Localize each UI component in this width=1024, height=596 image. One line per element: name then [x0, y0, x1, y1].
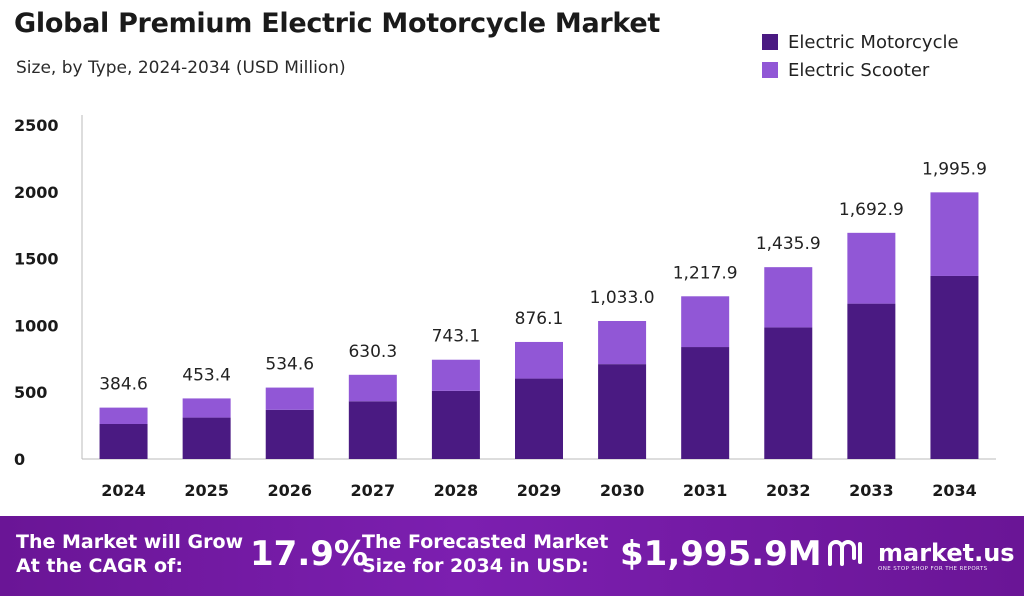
y-tick-label: 1000 [14, 316, 59, 335]
data-label-total-2026: 534.6 [265, 355, 314, 375]
bar-scooter-2030 [598, 320, 647, 365]
data-label-total-2029: 876.1 [515, 309, 564, 329]
legend-label-scooter: Electric Scooter [788, 59, 930, 81]
bar-motorcycle-2027 [348, 401, 397, 459]
bar-motorcycle-2026 [265, 409, 314, 459]
brand-name: market.us [878, 539, 1015, 567]
bar-scooter-2025 [182, 398, 231, 418]
bar-motorcycle-2032 [764, 327, 813, 459]
x-tick-label-2024: 2024 [101, 481, 146, 500]
bar-scooter-2028 [431, 359, 480, 391]
x-tick-label-2028: 2028 [434, 481, 479, 500]
bar-chart: 0 500 1000 1500 2000 2500 384.6 2024 453.4 2025 53… [14, 115, 996, 500]
brand-logo: market.us [826, 538, 1015, 568]
data-label-total-2034: 1,995.9 [922, 159, 987, 179]
y-tick-label: 1500 [14, 250, 59, 269]
data-label-total-2030: 1,033.0 [590, 288, 655, 308]
x-tick-label-2031: 2031 [683, 481, 728, 500]
bar-motorcycle-2028 [431, 390, 480, 459]
legend: Electric Motorcycle Electric Scooter [762, 28, 959, 84]
market-us-logo-icon [828, 540, 862, 566]
y-tick-label: 2000 [14, 183, 59, 202]
forecast-caption: The Forecasted Market Size for 2034 in U… [362, 530, 608, 578]
bar-scooter-2029 [515, 341, 563, 379]
brand-tagline: ONE STOP SHOP FOR THE REPORTS [878, 566, 988, 572]
chart-subtitle: Size, by Type, 2024-2034 (USD Million) [16, 58, 346, 78]
legend-label-motorcycle: Electric Motorcycle [788, 31, 959, 53]
chart-area: 0 500 1000 1500 2000 2500 384.6 2024 453.4 2025 53… [14, 115, 996, 500]
bar-scooter-2034 [930, 192, 979, 276]
forecast-value: $1,995.9M [620, 534, 822, 574]
data-label-total-2031: 1,217.9 [673, 263, 738, 283]
x-tick-label-2026: 2026 [267, 481, 312, 500]
cagr-caption: The Market will Grow At the CAGR of: [16, 530, 243, 578]
data-label-total-2025: 453.4 [182, 365, 231, 385]
cagr-value: 17.9% [250, 534, 368, 574]
legend-item-motorcycle: Electric Motorcycle [762, 28, 959, 56]
data-label-total-2033: 1,692.9 [839, 200, 904, 220]
data-label-total-2027: 630.3 [348, 342, 397, 362]
legend-swatch-motorcycle [762, 34, 778, 50]
bar-scooter-2024 [99, 407, 148, 424]
bar-scooter-2026 [265, 387, 314, 410]
x-tick-label-2034: 2034 [932, 481, 977, 500]
chart-title: Global Premium Electric Motorcycle Marke… [14, 8, 660, 39]
bar-scooter-2027 [348, 374, 397, 402]
bar-motorcycle-2034 [930, 275, 979, 459]
legend-item-scooter: Electric Scooter [762, 56, 959, 84]
bar-motorcycle-2029 [515, 378, 563, 459]
y-tick-label: 0 [14, 450, 25, 469]
x-tick-label-2025: 2025 [184, 481, 229, 500]
bar-motorcycle-2024 [99, 423, 148, 459]
legend-swatch-scooter [762, 62, 778, 78]
forecast-caption-line2: Size for 2034 in USD: [362, 555, 589, 577]
y-tick-label: 2500 [14, 116, 59, 135]
cagr-caption-line2: At the CAGR of: [16, 555, 183, 577]
bar-scooter-2031 [681, 296, 730, 348]
bar-motorcycle-2033 [847, 303, 896, 459]
x-tick-label-2029: 2029 [517, 481, 562, 500]
data-label-total-2032: 1,435.9 [756, 234, 821, 254]
x-tick-label-2033: 2033 [849, 481, 894, 500]
data-label-total-2028: 743.1 [432, 327, 481, 347]
x-tick-label-2027: 2027 [351, 481, 396, 500]
bar-motorcycle-2025 [182, 417, 231, 459]
data-label-total-2024: 384.6 [99, 375, 148, 395]
footer-banner: The Market will Grow At the CAGR of: 17.… [0, 516, 1024, 596]
bar-scooter-2032 [764, 267, 813, 328]
forecast-caption-line1: The Forecasted Market [362, 531, 609, 553]
x-tick-label-2030: 2030 [600, 481, 645, 500]
x-tick-label-2032: 2032 [766, 481, 811, 500]
bar-motorcycle-2030 [598, 364, 647, 459]
cagr-caption-line1: The Market will Grow [16, 531, 244, 553]
bar-scooter-2033 [847, 232, 896, 304]
bar-motorcycle-2031 [681, 347, 730, 459]
y-tick-label: 500 [14, 383, 47, 402]
